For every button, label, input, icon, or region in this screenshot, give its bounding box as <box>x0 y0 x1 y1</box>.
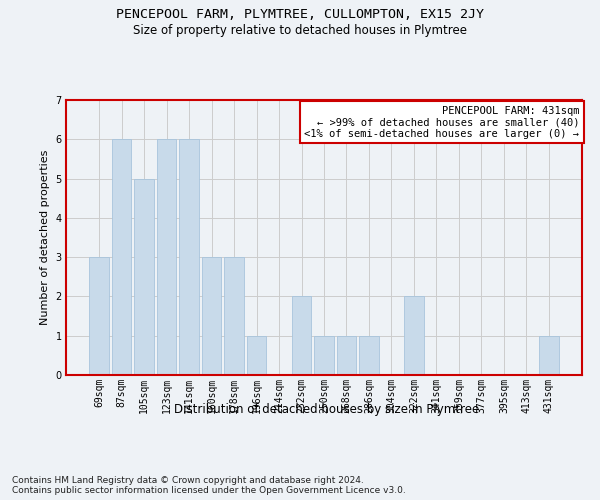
Bar <box>157 140 176 375</box>
Bar <box>404 296 424 375</box>
Text: Contains HM Land Registry data © Crown copyright and database right 2024.
Contai: Contains HM Land Registry data © Crown c… <box>12 476 406 495</box>
Text: PENCEPOOL FARM: 431sqm
← >99% of detached houses are smaller (40)
<1% of semi-de: PENCEPOOL FARM: 431sqm ← >99% of detache… <box>304 106 580 138</box>
Bar <box>89 257 109 375</box>
Bar <box>134 178 154 375</box>
Text: Size of property relative to detached houses in Plymtree: Size of property relative to detached ho… <box>133 24 467 37</box>
Bar <box>224 257 244 375</box>
Bar <box>112 140 131 375</box>
Y-axis label: Number of detached properties: Number of detached properties <box>40 150 50 325</box>
Bar <box>539 336 559 375</box>
Text: PENCEPOOL FARM, PLYMTREE, CULLOMPTON, EX15 2JY: PENCEPOOL FARM, PLYMTREE, CULLOMPTON, EX… <box>116 8 484 20</box>
Bar <box>359 336 379 375</box>
Bar <box>292 296 311 375</box>
Bar <box>337 336 356 375</box>
Bar <box>202 257 221 375</box>
Text: Distribution of detached houses by size in Plymtree: Distribution of detached houses by size … <box>175 402 479 415</box>
Bar <box>314 336 334 375</box>
Bar <box>247 336 266 375</box>
Bar <box>179 140 199 375</box>
